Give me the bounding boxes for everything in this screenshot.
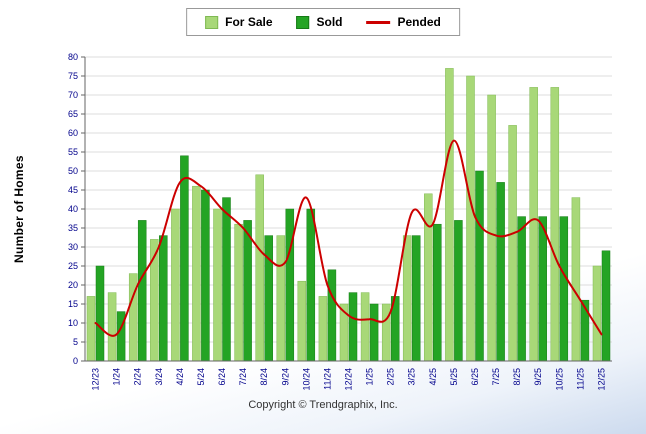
svg-text:4/24: 4/24	[175, 368, 185, 386]
legend-item-for-sale: For Sale	[205, 15, 273, 29]
svg-text:3/24: 3/24	[154, 368, 164, 386]
svg-text:30: 30	[68, 242, 78, 252]
svg-text:12/23: 12/23	[91, 368, 101, 391]
svg-text:80: 80	[68, 52, 78, 62]
svg-text:5/25: 5/25	[449, 368, 459, 386]
svg-text:5/24: 5/24	[196, 368, 206, 386]
svg-text:5: 5	[73, 337, 78, 347]
svg-text:11/25: 11/25	[575, 368, 585, 390]
pended-swatch-icon	[366, 20, 391, 24]
svg-text:6/25: 6/25	[470, 368, 480, 386]
svg-text:45: 45	[68, 185, 78, 195]
svg-text:10/24: 10/24	[301, 368, 311, 391]
chart-canvas: 0 5 10 15 20 25 30 35 40 45 50 55 60 65 70 75 80 12/23 1/2…	[68, 52, 612, 391]
bars-sold	[95, 155, 611, 362]
sold-legend-label: Sold	[316, 15, 343, 29]
copyright-text: Copyright © Trendgraphix, Inc.	[248, 399, 398, 411]
svg-text:75: 75	[68, 71, 78, 81]
legend-item-sold: Sold	[296, 15, 343, 29]
svg-text:55: 55	[68, 147, 78, 157]
svg-text:2/25: 2/25	[386, 368, 396, 386]
x-tick-labels: 12/23 1/24 2/24 3/24 4/24 5/24 6/24 7/24 8/24 9/2…	[91, 368, 607, 391]
svg-text:60: 60	[68, 128, 78, 138]
svg-text:20: 20	[68, 280, 78, 290]
svg-text:70: 70	[68, 90, 78, 100]
svg-text:8/25: 8/25	[512, 368, 522, 386]
svg-text:1/24: 1/24	[112, 368, 122, 386]
svg-text:15: 15	[68, 299, 78, 309]
svg-text:9/25: 9/25	[533, 368, 543, 386]
chart-legend: For Sale Sold Pended	[186, 8, 460, 36]
svg-text:7/24: 7/24	[238, 368, 248, 386]
pended-legend-label: Pended	[397, 15, 441, 29]
svg-text:7/25: 7/25	[491, 368, 501, 386]
svg-text:50: 50	[68, 166, 78, 176]
bars-for-sale	[86, 68, 602, 362]
svg-text:40: 40	[68, 204, 78, 214]
svg-text:12/24: 12/24	[344, 368, 354, 391]
svg-text:25: 25	[68, 261, 78, 271]
svg-text:1/25: 1/25	[365, 368, 375, 386]
svg-text:4/25: 4/25	[428, 368, 438, 386]
svg-text:65: 65	[68, 109, 78, 119]
svg-text:6/24: 6/24	[217, 368, 227, 386]
pended-line	[94, 139, 603, 337]
sold-swatch-icon	[296, 15, 310, 29]
for-sale-swatch-icon	[205, 15, 219, 29]
legend-item-pended: Pended	[366, 15, 441, 29]
svg-text:35: 35	[68, 223, 78, 233]
svg-text:10: 10	[68, 318, 78, 328]
for-sale-legend-label: For Sale	[225, 15, 273, 29]
y-tick-labels: 0 5 10 15 20 25 30 35 40 45 50 55 60 65 70 75 80	[68, 52, 78, 366]
svg-text:9/24: 9/24	[280, 368, 290, 386]
svg-text:0: 0	[73, 356, 78, 366]
svg-text:11/24: 11/24	[322, 368, 332, 390]
svg-text:12/25: 12/25	[596, 368, 606, 391]
svg-text:8/24: 8/24	[259, 368, 269, 386]
svg-text:2/24: 2/24	[133, 368, 143, 386]
svg-text:10/25: 10/25	[554, 368, 564, 391]
svg-text:3/25: 3/25	[407, 368, 417, 386]
